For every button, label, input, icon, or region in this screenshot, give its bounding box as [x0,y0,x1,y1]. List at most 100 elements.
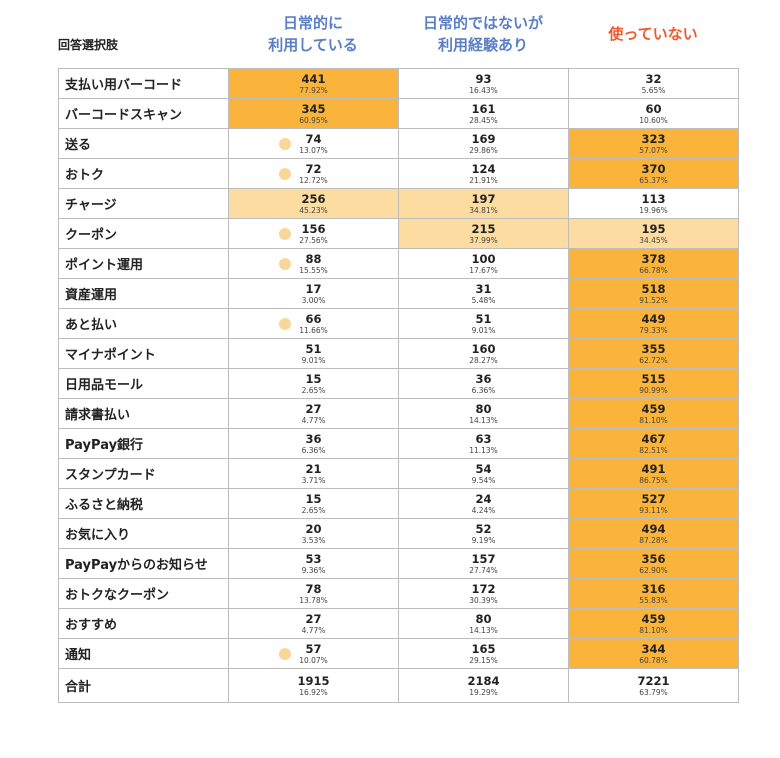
cell-count: 80 [475,611,492,626]
data-cell: 66 11.66% [228,308,399,339]
cell-count: 160 [471,341,496,356]
highlight-dot [279,257,291,270]
data-cell: 2184 19.29% [398,668,569,703]
cell-count: 169 [471,131,496,146]
column-header-2: 使っていない [608,25,698,43]
cell-count: 60 [645,101,662,116]
cell-count: 491 [641,461,666,476]
cell-count: 355 [641,341,666,356]
cell-count: 157 [471,551,496,566]
data-cell: 24 4.24% [398,488,569,519]
data-cell: 459 81.10% [568,608,739,639]
cell-percent: 4.77% [301,415,326,425]
row-label: チャージ [58,188,229,219]
data-cell: 197 34.81% [398,188,569,219]
cell-count: 7221 [637,673,670,688]
data-cell: 20 3.53% [228,518,399,549]
row-label: PayPay銀行 [58,428,229,459]
row-label: 通知 [58,638,229,669]
cell-percent: 62.90% [639,565,668,575]
cell-percent: 93.11% [639,505,668,515]
cell-percent: 5.65% [641,85,666,95]
cell-percent: 30.39% [469,595,498,605]
data-cell: 124 21.91% [398,158,569,189]
cell-count: 17 [305,281,322,296]
data-cell: 78 13.78% [228,578,399,609]
data-cell: 344 60.78% [568,638,739,669]
cell-percent: 9.36% [301,565,326,575]
cell-count: 24 [475,491,492,506]
table-header: 回答選択肢 日常的に 利用している 日常的ではないが 利用経験あり 使っていない [58,0,738,68]
cell-count: 52 [475,521,492,536]
cell-count: 2184 [467,673,500,688]
cell-percent: 19.29% [469,687,498,697]
cell-percent: 21.91% [469,175,498,185]
data-cell: 88 15.55% [228,248,399,279]
cell-percent: 6.36% [471,385,496,395]
table-row: マイナポイント 51 9.01% 160 28.27% 355 62.72% [58,338,739,369]
row-header-label: 回答選択肢 [58,38,119,52]
table-row: 請求書払い 27 4.77% 80 14.13% 459 81.10% [58,398,739,429]
table-row: おすすめ 27 4.77% 80 14.13% 459 81.10% [58,608,739,639]
data-cell: 165 29.15% [398,638,569,669]
cell-count: 74 [305,131,322,146]
cell-percent: 28.27% [469,355,498,365]
cell-percent: 9.19% [471,535,496,545]
cell-percent: 28.45% [469,115,498,125]
row-label: 支払い用バーコード [58,68,229,99]
cell-percent: 90.99% [639,385,668,395]
data-cell: 51 9.01% [228,338,399,369]
data-cell: 467 82.51% [568,428,739,459]
data-cell: 527 93.11% [568,488,739,519]
cell-count: 370 [641,161,666,176]
cell-count: 467 [641,431,666,446]
row-label: おトクなクーポン [58,578,229,609]
data-cell: 36 6.36% [398,368,569,399]
row-label: 請求書払い [58,398,229,429]
row-label: あと払い [58,308,229,339]
usage-table: 支払い用バーコード 441 77.92% 93 16.43% 32 5.65% バーコードスキ… [58,68,739,703]
cell-percent: 29.86% [469,145,498,155]
data-cell: 157 27.74% [398,548,569,579]
table-row: 送る 74 13.07% 169 29.86% 323 57.07% [58,128,739,159]
highlight-dot [279,647,291,660]
cell-count: 21 [305,461,322,476]
cell-percent: 62.72% [639,355,668,365]
cell-count: 316 [641,581,666,596]
cell-count: 215 [471,221,496,236]
data-cell: 27 4.77% [228,398,399,429]
table-row: ポイント運用 88 15.55% 100 17.67% 378 66.78% [58,248,739,279]
highlight-dot [279,317,291,330]
data-cell: 21 3.71% [228,458,399,489]
data-cell: 370 65.37% [568,158,739,189]
cell-percent: 29.15% [469,655,498,665]
data-cell: 60 10.60% [568,98,739,129]
cell-count: 51 [305,341,322,356]
cell-count: 449 [641,311,666,326]
data-cell: 52 9.19% [398,518,569,549]
data-cell: 172 30.39% [398,578,569,609]
cell-percent: 2.65% [301,385,326,395]
cell-percent: 15.55% [299,265,328,275]
data-cell: 323 57.07% [568,128,739,159]
cell-count: 66 [305,311,322,326]
table-row: 日用品モール 15 2.65% 36 6.36% 515 90.99% [58,368,739,399]
data-cell: 54 9.54% [398,458,569,489]
cell-percent: 77.92% [299,85,328,95]
data-cell: 27 4.77% [228,608,399,639]
cell-percent: 37.99% [469,235,498,245]
data-cell: 356 62.90% [568,548,739,579]
cell-count: 53 [305,551,322,566]
table-row: おトク 72 12.72% 124 21.91% 370 65.37% [58,158,739,189]
row-label: 合計 [58,668,229,703]
data-cell: 345 60.95% [228,98,399,129]
cell-count: 27 [305,611,322,626]
data-cell: 160 28.27% [398,338,569,369]
cell-count: 78 [305,581,322,596]
data-cell: 80 14.13% [398,608,569,639]
data-cell: 515 90.99% [568,368,739,399]
cell-count: 172 [471,581,496,596]
data-cell: 156 27.56% [228,218,399,249]
table-row: 通知 57 10.07% 165 29.15% 344 60.78% [58,638,739,669]
data-cell: 80 14.13% [398,398,569,429]
